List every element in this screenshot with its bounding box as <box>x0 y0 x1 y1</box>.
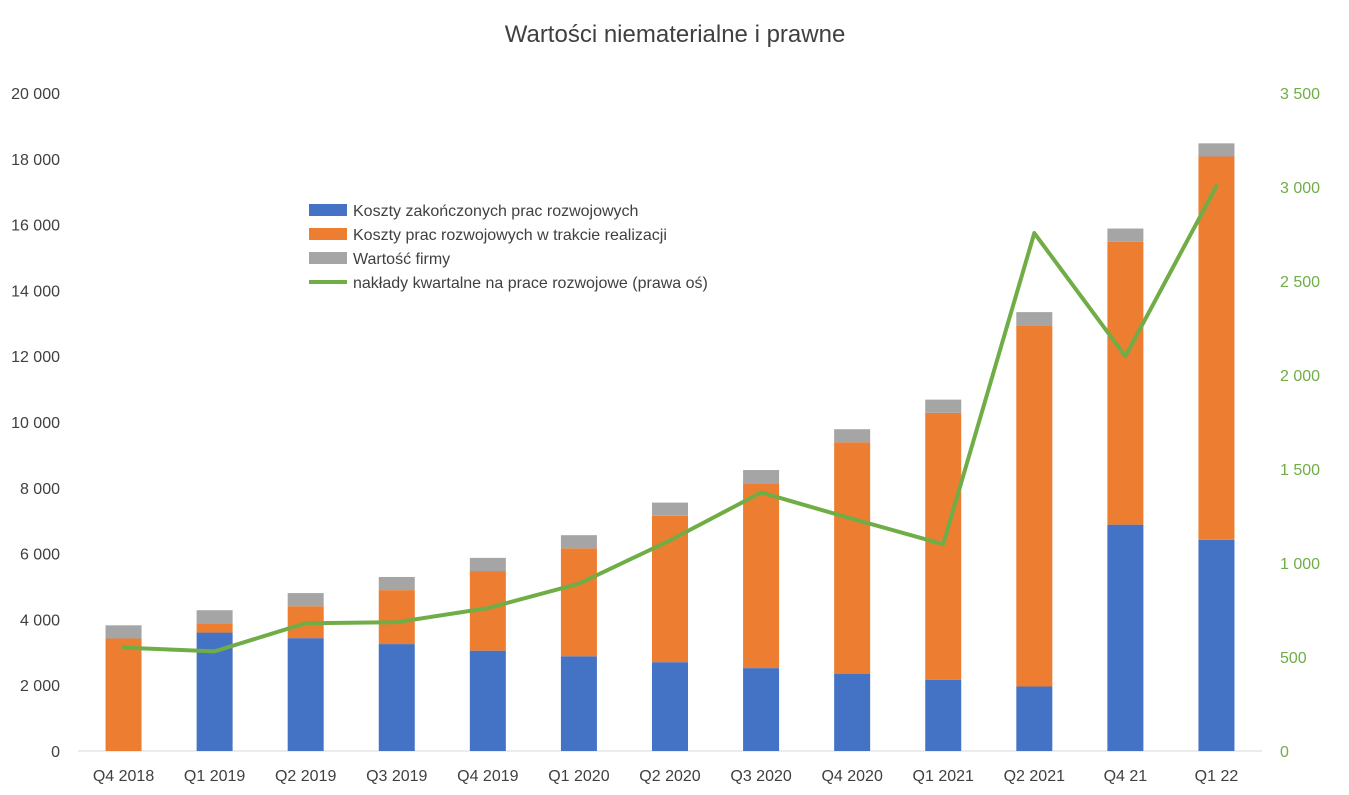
bar-segment <box>1107 241 1144 525</box>
bar-segment <box>1016 325 1053 687</box>
left-tick-label: 6 000 <box>20 547 60 564</box>
bar-segment <box>560 535 597 549</box>
bar-segment <box>105 638 142 751</box>
chart-title: Wartości niematerialne i prawne <box>505 21 846 48</box>
bar-segment <box>834 442 871 675</box>
bar-segment <box>743 470 780 484</box>
right-tick-label: 2 500 <box>1280 274 1320 291</box>
legend-label: nakłady kwartalne na prace rozwojowe (pr… <box>353 275 708 292</box>
x-tick-label: Q3 2019 <box>366 768 427 785</box>
bar-segment <box>469 557 506 572</box>
bar-segment <box>1016 686 1053 751</box>
bar-segment <box>287 593 324 607</box>
bar-segment <box>378 576 415 591</box>
x-tick-label: Q4 2019 <box>457 768 518 785</box>
legend-swatch <box>309 252 347 264</box>
line-series <box>121 184 1219 654</box>
right-tick-label: 1 000 <box>1280 556 1320 573</box>
x-tick-label: Q1 2021 <box>913 768 974 785</box>
x-tick-label: Q1 2020 <box>548 768 609 785</box>
bar-segment <box>1016 312 1053 326</box>
legend-swatch <box>309 204 347 216</box>
left-axis-ticks: 0 2 000 4 000 6 000 8 000 10 000 12 000 14 000 1… <box>11 86 60 761</box>
x-tick-label: Q1 2019 <box>184 768 245 785</box>
bars <box>105 143 1235 751</box>
x-tick-label: Q4 2018 <box>93 768 154 785</box>
bar-segment <box>652 515 688 663</box>
bar-segment <box>652 662 688 751</box>
x-tick-label: Q2 2021 <box>1004 768 1065 785</box>
right-tick-label: 3 500 <box>1280 86 1320 103</box>
right-tick-label: 3 000 <box>1280 180 1320 197</box>
bar-segment <box>378 644 415 751</box>
bar-segment <box>743 483 780 669</box>
line-series-path <box>121 184 1219 654</box>
left-tick-label: 14 000 <box>11 283 60 300</box>
left-tick-label: 2 000 <box>20 678 60 695</box>
legend-label: Wartość firmy <box>353 251 450 268</box>
bar-segment <box>287 638 324 751</box>
bar-segment <box>652 502 688 516</box>
bar-segment <box>560 656 597 751</box>
bar-segment <box>834 429 871 443</box>
bar-segment <box>925 412 962 680</box>
right-tick-label: 2 000 <box>1280 368 1320 385</box>
left-tick-label: 18 000 <box>11 152 60 169</box>
bar-segment <box>1198 156 1235 540</box>
bar-segment <box>1107 228 1144 242</box>
left-tick-label: 4 000 <box>20 612 60 629</box>
bar-segment <box>1107 524 1144 751</box>
x-tick-label: Q1 22 <box>1195 768 1239 785</box>
bar-segment <box>105 625 142 639</box>
left-tick-label: 8 000 <box>20 481 60 498</box>
right-axis-ticks: 0 500 1 000 1 500 2 000 2 500 3 000 3 500 <box>1280 86 1320 761</box>
bar-segment <box>743 668 780 751</box>
bar-segment <box>834 674 871 751</box>
x-tick-label: Q2 2020 <box>639 768 700 785</box>
bar-segment <box>196 610 233 624</box>
x-tick-label: Q2 2019 <box>275 768 336 785</box>
bar-segment <box>560 548 597 657</box>
bar-segment <box>378 590 415 645</box>
x-tick-label: Q4 21 <box>1104 768 1148 785</box>
legend: Koszty zakończonych prac rozwojowych Kosz… <box>309 203 708 292</box>
legend-label: Koszty zakończonych prac rozwojowych <box>353 203 638 220</box>
right-tick-label: 0 <box>1280 744 1289 761</box>
left-tick-label: 20 000 <box>11 86 60 103</box>
x-axis-ticks: Q4 2018 Q1 2019 Q2 2019 Q3 2019 Q4 2019 Q1 20… <box>93 768 1239 785</box>
right-tick-label: 500 <box>1280 650 1307 667</box>
left-tick-label: 10 000 <box>11 415 60 432</box>
legend-swatch <box>309 228 347 240</box>
right-tick-label: 1 500 <box>1280 462 1320 479</box>
bar-segment <box>925 679 962 751</box>
x-tick-label: Q3 2020 <box>730 768 791 785</box>
x-tick-label: Q4 2020 <box>821 768 882 785</box>
legend-label: Koszty prac rozwojowych w trakcie realiz… <box>353 227 667 244</box>
left-tick-label: 16 000 <box>11 218 60 235</box>
bar-segment <box>469 650 506 751</box>
left-tick-label: 12 000 <box>11 349 60 366</box>
bar-segment <box>1198 143 1235 157</box>
bar-segment <box>1198 539 1235 751</box>
left-tick-label: 0 <box>51 744 60 761</box>
bar-segment <box>196 623 233 633</box>
bar-segment <box>925 399 962 413</box>
